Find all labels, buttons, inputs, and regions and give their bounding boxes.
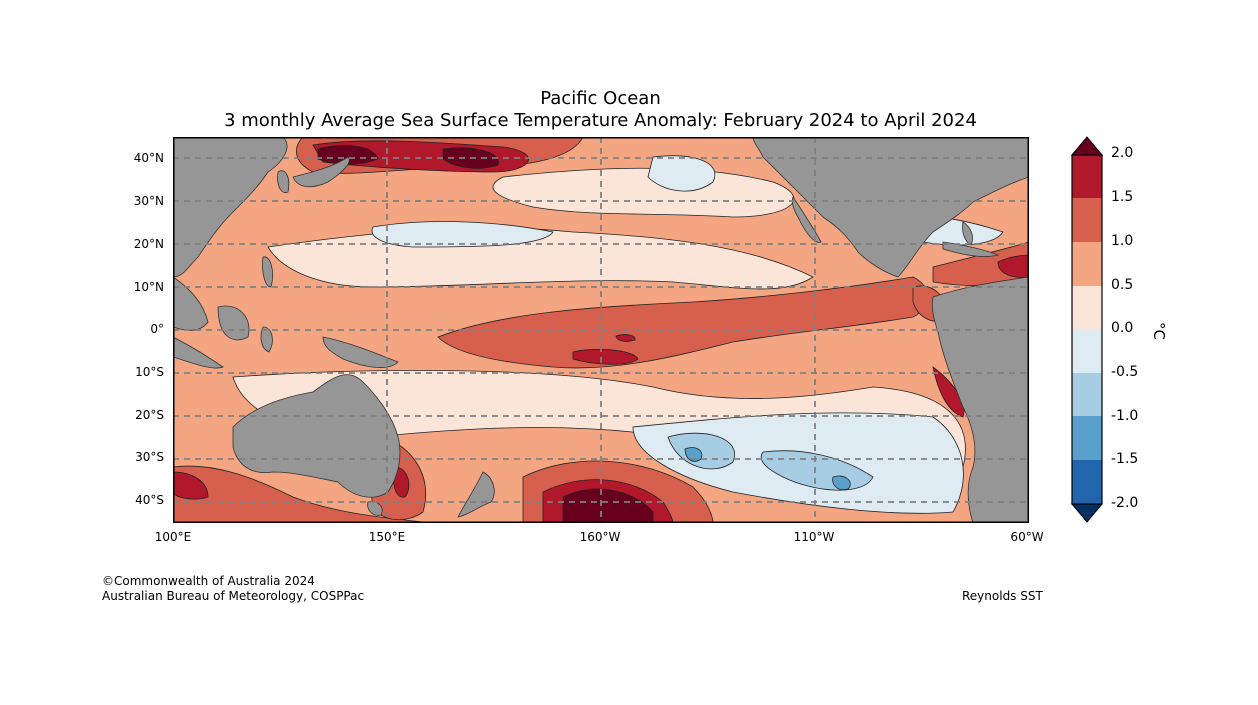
lat-label-10n: 10°N — [133, 280, 164, 294]
colorbar-tick-1-5: 1.5 — [1111, 189, 1134, 205]
colorbar — [1070, 136, 1104, 523]
colorbar-tick-1-0: 1.0 — [1111, 233, 1134, 249]
colorbar-tick-neg-1-0: -1.0 — [1111, 408, 1139, 424]
lat-label-30n: 30°N — [133, 194, 164, 208]
lat-label-20n: 20°N — [133, 237, 164, 251]
colorbar-segment-3 — [1072, 242, 1102, 286]
colorbar-unit-label: °C — [1149, 322, 1168, 340]
land-new-zealand — [457, 471, 495, 518]
warm-area-south-central-peak — [562, 488, 654, 523]
colorbar-tick-neg-2-0: -2.0 — [1111, 495, 1139, 511]
warm-area-southwest — [173, 465, 434, 523]
lat-label-40n: 40°N — [133, 151, 164, 165]
land-philippines — [262, 256, 273, 288]
map-frame — [173, 137, 1029, 523]
cool-area-northeast — [647, 155, 716, 192]
colorbar-tick-0-5: 0.5 — [1111, 277, 1134, 293]
warm-area-north-pacific-peak-1 — [317, 144, 379, 165]
lat-label-10s: 10°S — [135, 365, 164, 379]
lat-label-30s: 30°S — [135, 450, 164, 464]
land-australia — [232, 374, 401, 498]
land-south-america — [931, 276, 1029, 523]
copyright-text: ©Commonwealth of Australia 2024 — [102, 574, 315, 588]
land-north-america — [752, 137, 1029, 278]
colorbar-frame — [1071, 154, 1103, 505]
warm-area-caribbean — [932, 241, 1029, 287]
colorbar-tick-neg-0-5: -0.5 — [1111, 364, 1139, 380]
lon-label-110w: 110°W — [793, 530, 835, 544]
cool-area-south-4 — [832, 475, 851, 491]
map-subtitle: 3 monthly Average Sea Surface Temperatur… — [224, 110, 977, 131]
land-sulawesi — [260, 326, 273, 353]
lon-label-150e: 150°E — [368, 530, 406, 544]
lon-label-100e: 100°E — [154, 530, 192, 544]
colorbar-segment-4 — [1072, 286, 1102, 330]
colorbar-tick-0-0: 0.0 — [1111, 320, 1134, 336]
colorbar-segment-2 — [1072, 198, 1102, 242]
colorbar-segment-7 — [1072, 416, 1102, 460]
lat-label-20s: 20°S — [135, 408, 164, 422]
agency-text: Australian Bureau of Meteorology, COSPPa… — [102, 589, 365, 603]
cool-area-north — [371, 221, 554, 248]
colorbar-segment-6 — [1072, 373, 1102, 417]
colorbar-segment-1 — [1072, 155, 1102, 199]
colorbar-tick-2-0: 2.0 — [1111, 145, 1134, 161]
land-sumatra — [173, 336, 224, 369]
land-japan — [292, 156, 350, 188]
colorbar-under-triangle — [1070, 503, 1104, 523]
data-source-text: Reynolds SST — [962, 589, 1043, 603]
land-baja — [791, 196, 822, 243]
lat-label-0: 0° — [150, 322, 164, 336]
sst-anomaly-map — [173, 137, 1029, 523]
map-title: Pacific Ocean — [540, 88, 661, 109]
land-korea — [277, 170, 290, 193]
equatorial-warm-core — [572, 348, 639, 365]
land-florida — [962, 221, 973, 246]
land-borneo — [217, 305, 250, 341]
equatorial-warm-core-2 — [615, 334, 636, 342]
lat-label-40s: 40°S — [135, 493, 164, 507]
equatorial-warm-tongue — [437, 276, 929, 369]
colorbar-over-triangle — [1070, 136, 1104, 156]
colorbar-segment-5 — [1072, 329, 1102, 373]
lon-label-160w: 160°W — [579, 530, 621, 544]
warm-area-southwest-core — [173, 471, 209, 500]
colorbar-segment-8 — [1072, 460, 1102, 504]
land-new-guinea — [322, 336, 399, 368]
warm-area-caribbean-core — [997, 254, 1029, 278]
land-cuba — [942, 241, 1000, 257]
colorbar-tick-neg-1-5: -1.5 — [1111, 451, 1139, 467]
land-asia — [173, 137, 288, 278]
lon-label-60w: 60°W — [1010, 530, 1044, 544]
warm-area-peru — [932, 366, 965, 418]
